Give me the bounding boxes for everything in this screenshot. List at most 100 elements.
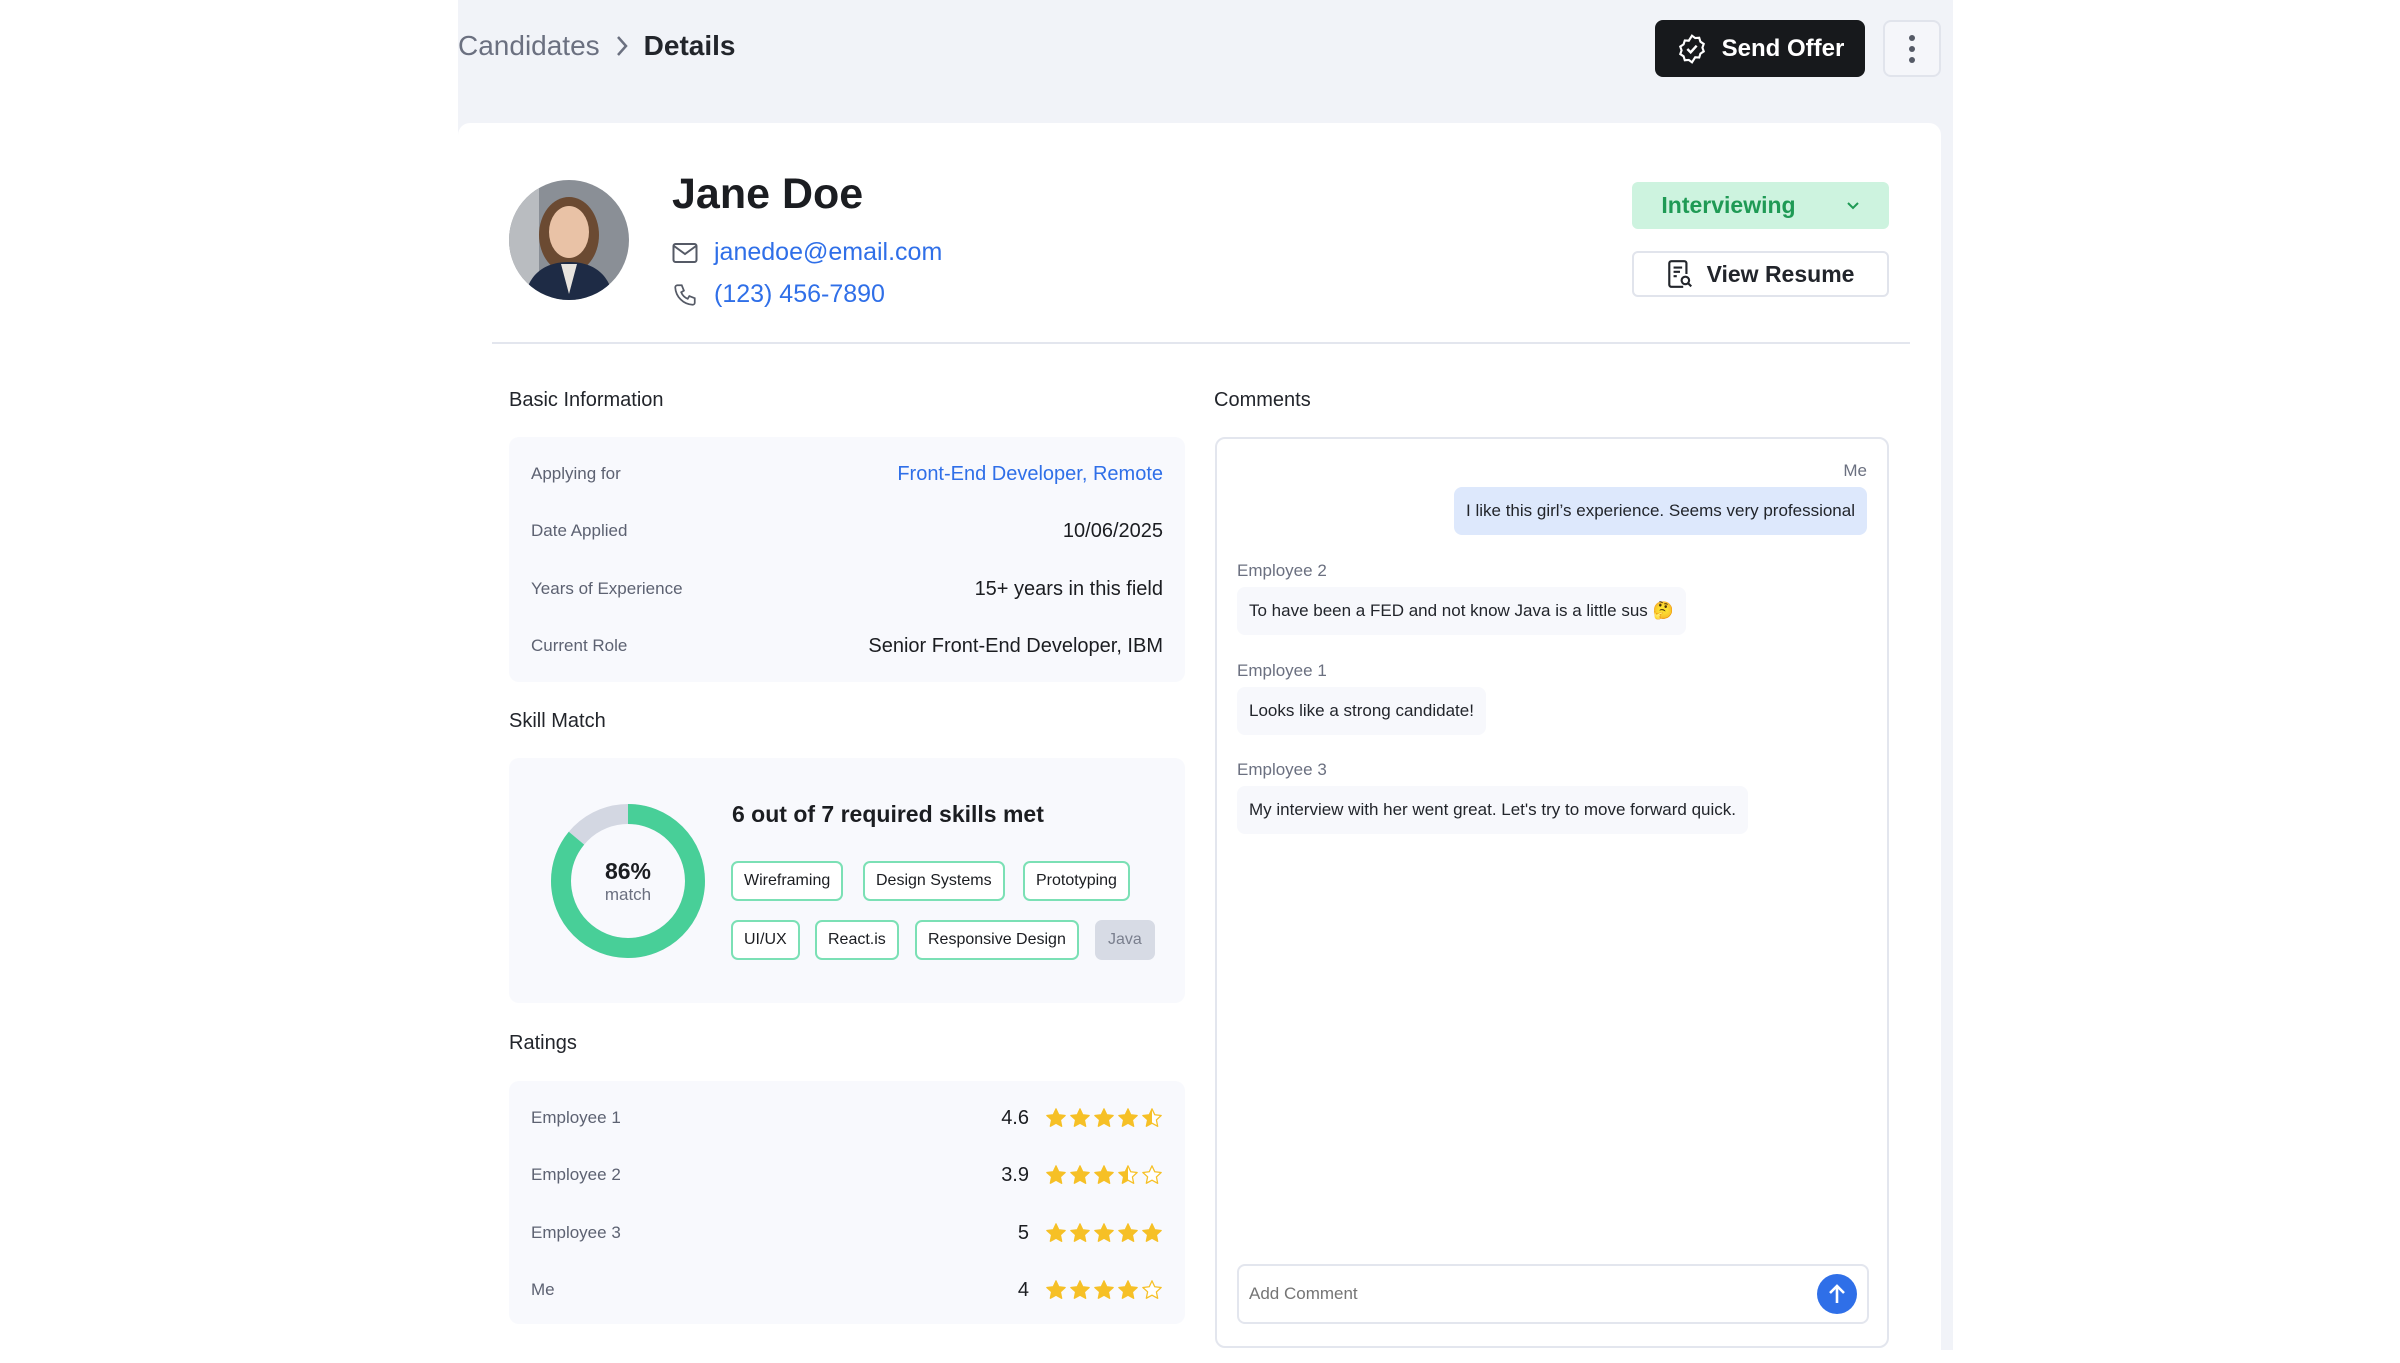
- phone-link[interactable]: (123) 456-7890: [714, 280, 885, 308]
- star-icon: [1094, 1223, 1114, 1242]
- status-label: Interviewing: [1661, 192, 1796, 218]
- phone-icon: [674, 283, 696, 306]
- status-dropdown[interactable]: Interviewing: [1632, 182, 1889, 229]
- star-icon: [1142, 1223, 1162, 1242]
- star-icon: [1142, 1280, 1162, 1299]
- skill-chip: Design Systems: [863, 861, 1005, 901]
- view-resume-button[interactable]: View Resume: [1632, 251, 1889, 297]
- arrow-up-icon: [1829, 1284, 1845, 1303]
- chevron-right-icon: [616, 36, 628, 56]
- email-row: janedoe@email.com: [672, 238, 942, 267]
- comments-panel: Me I like this girl’s experience. Seems …: [1215, 437, 1889, 1348]
- star-icon: [1046, 1165, 1066, 1184]
- add-comment-field: [1237, 1264, 1869, 1324]
- star-icon: [1094, 1280, 1114, 1299]
- rating-score: 4.6: [1001, 1106, 1029, 1129]
- star-rating: [1045, 1222, 1163, 1244]
- comment-bubble: To have been a FED and not know Java is …: [1237, 587, 1686, 635]
- rater-name: Employee 3: [531, 1223, 621, 1242]
- comment-bubble-me: I like this girl’s experience. Seems ver…: [1454, 487, 1867, 535]
- view-resume-label: View Resume: [1706, 260, 1855, 287]
- skill-chip-unmet: Java: [1095, 920, 1155, 960]
- info-label: Current Role: [531, 636, 628, 655]
- skill-match-heading: Skill Match: [509, 710, 606, 732]
- more-options-button[interactable]: [1883, 20, 1941, 77]
- comment-author: Employee 3: [1237, 760, 1327, 779]
- send-comment-button[interactable]: [1817, 1274, 1857, 1314]
- breadcrumb-candidates[interactable]: Candidates: [458, 30, 600, 61]
- info-value: 15+ years in this field: [974, 577, 1163, 600]
- phone-row: (123) 456-7890: [672, 280, 885, 309]
- match-label: match: [604, 885, 652, 904]
- basic-info-heading: Basic Information: [509, 389, 664, 411]
- skill-chip: Responsive Design: [915, 920, 1079, 960]
- star-icon: [1118, 1108, 1138, 1127]
- star-rating: [1045, 1279, 1163, 1301]
- star-icon: [1046, 1108, 1066, 1127]
- match-percent: 86%: [604, 858, 652, 884]
- rating-row: Employee 1 4.6: [531, 1103, 1163, 1133]
- comment-bubble: My interview with her went great. Let's …: [1237, 786, 1748, 834]
- ratings-heading: Ratings: [509, 1032, 577, 1054]
- applying-for-link[interactable]: Front-End Developer, Remote: [897, 462, 1163, 485]
- info-value: Senior Front-End Developer, IBM: [868, 634, 1163, 657]
- breadcrumb: Candidates Details: [458, 30, 735, 62]
- send-offer-button[interactable]: Send Offer: [1655, 20, 1865, 77]
- comment-author: Me: [1843, 461, 1867, 480]
- star-icon: [1118, 1280, 1138, 1299]
- rating-row: Employee 2 3.9: [531, 1160, 1163, 1190]
- donut-progress-arc: [551, 804, 705, 958]
- more-vertical-icon: [1909, 34, 1915, 63]
- star-icon: [1070, 1223, 1090, 1242]
- rating-score: 4: [1017, 1278, 1029, 1301]
- skill-chip: Wireframing: [731, 861, 844, 901]
- mail-icon: [672, 242, 698, 263]
- star-icon: [1046, 1223, 1066, 1242]
- skill-chip: React.is: [815, 920, 899, 960]
- info-row: Date Applied 10/06/2025: [531, 516, 1163, 546]
- donut-center: 86% match: [551, 858, 705, 905]
- star-icon: [1070, 1165, 1090, 1184]
- star-rating: [1045, 1107, 1163, 1129]
- skill-donut: [551, 804, 705, 958]
- comments-heading: Comments: [1214, 389, 1311, 411]
- chevron-down-icon: [1846, 201, 1859, 209]
- badge-check-icon: [1678, 33, 1705, 64]
- add-comment-input[interactable]: [1249, 1284, 1817, 1304]
- divider: [492, 342, 1910, 344]
- comment-bubble: Looks like a strong candidate!: [1237, 687, 1486, 735]
- basic-info-box: Applying for Front-End Developer, Remote …: [509, 437, 1185, 682]
- skills-summary: 6 out of 7 required skills met: [732, 801, 1044, 827]
- rater-name: Employee 2: [531, 1165, 621, 1184]
- rating-score: 3.9: [1001, 1163, 1029, 1186]
- rating-score: 5: [1017, 1221, 1029, 1244]
- email-link[interactable]: janedoe@email.com: [714, 238, 943, 266]
- skill-chip: UI/UX: [731, 920, 800, 960]
- info-row: Years of Experience 15+ years in this fie…: [531, 574, 1163, 604]
- send-offer-label: Send Offer: [1721, 34, 1845, 62]
- rater-name: Employee 1: [531, 1108, 621, 1127]
- ratings-box: Employee 1 4.6 Employee 2 3.9 Employee 3 5 Me 4: [509, 1081, 1185, 1324]
- info-row: Current Role Senior Front-End Developer, …: [531, 631, 1163, 661]
- file-search-icon: [1667, 260, 1692, 288]
- breadcrumb-details: Details: [643, 30, 736, 61]
- star-icon: [1070, 1280, 1090, 1299]
- star-icon: [1118, 1165, 1138, 1184]
- info-row: Applying for Front-End Developer, Remote: [531, 459, 1163, 489]
- star-icon: [1070, 1108, 1090, 1127]
- star-icon: [1142, 1165, 1162, 1184]
- info-label: Date Applied: [531, 521, 628, 540]
- star-icon: [1046, 1280, 1066, 1299]
- avatar: [509, 180, 629, 300]
- candidate-name: Jane Doe: [672, 170, 864, 218]
- star-icon: [1118, 1223, 1138, 1242]
- star-icon: [1094, 1165, 1114, 1184]
- rating-row: Me 4: [531, 1275, 1163, 1305]
- star-icon: [1142, 1108, 1162, 1127]
- rater-name: Me: [531, 1280, 555, 1299]
- skill-match-box: 86% match 6 out of 7 required skills met…: [509, 758, 1185, 1003]
- star-icon: [1094, 1108, 1114, 1127]
- comment-author: Employee 2: [1237, 561, 1327, 580]
- skill-chip: Prototyping: [1023, 861, 1130, 901]
- comment-author: Employee 1: [1237, 661, 1327, 680]
